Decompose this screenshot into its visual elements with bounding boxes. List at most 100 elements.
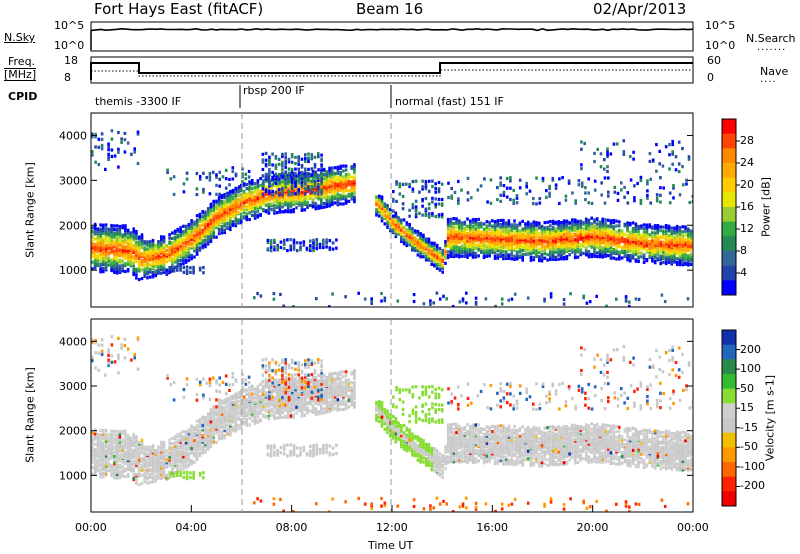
power-cell (616, 191, 620, 195)
power-cell (248, 198, 251, 202)
power-cell (93, 266, 97, 270)
power-cell (427, 257, 431, 261)
velocity-cell (146, 452, 149, 456)
power-cell (496, 244, 500, 248)
power-cell (662, 225, 665, 229)
power-cell (607, 231, 610, 235)
power-cell (535, 202, 538, 206)
power-cell (113, 231, 116, 235)
power-cell (482, 243, 486, 247)
power-cell (237, 194, 240, 198)
power-cell (532, 227, 536, 231)
power-cell (422, 302, 426, 306)
power-cell (217, 213, 221, 217)
power-cell (466, 255, 469, 259)
power-cell (209, 208, 213, 212)
power-cell (659, 262, 662, 266)
power-cell (270, 186, 273, 190)
velocity-cell (146, 447, 149, 451)
power-cell (240, 214, 243, 218)
power-cell (513, 254, 516, 258)
power-cell (582, 239, 585, 243)
power-cell (689, 234, 693, 238)
power-cell (502, 184, 506, 188)
power-cell (499, 193, 502, 197)
power-cell (234, 201, 238, 205)
power-cell (380, 216, 384, 220)
power-cell (549, 231, 552, 235)
power-cell (595, 243, 599, 247)
power-cell (521, 238, 524, 242)
power-cell (573, 243, 577, 247)
velocity-cell (96, 432, 100, 436)
power-cell (268, 191, 271, 195)
power-cell (110, 227, 113, 231)
power-cell (571, 232, 574, 236)
power-cell (526, 247, 530, 251)
power-cell (691, 194, 693, 198)
power-cell (226, 197, 229, 201)
power-cell (460, 246, 464, 250)
power-cell (253, 216, 257, 220)
velocity-cell (179, 458, 182, 463)
power-cell (612, 243, 616, 247)
power-cell (304, 167, 307, 171)
power-cell (673, 246, 676, 250)
power-cell (474, 300, 478, 304)
velocity-cell (193, 448, 196, 452)
power-cell (234, 172, 238, 176)
power-cell (639, 201, 643, 205)
power-cell (540, 259, 544, 263)
power-cell (310, 180, 314, 184)
power-cell (637, 259, 640, 263)
power-cell (370, 301, 373, 305)
velocity-cell (162, 475, 166, 479)
power-cell (513, 237, 516, 241)
velocity-cell (190, 441, 193, 445)
power-cell (132, 256, 135, 261)
power-cell (664, 235, 668, 239)
power-cell (502, 232, 505, 236)
power-cell (662, 246, 665, 250)
power-cell (315, 297, 318, 301)
power-cell (499, 248, 502, 252)
velocity-cell (187, 432, 191, 436)
power-cell (505, 186, 509, 190)
power-cell (146, 240, 149, 244)
power-cell (383, 222, 387, 226)
power-cell (132, 245, 135, 249)
y-tick-label: 1000 (59, 264, 87, 277)
power-cell (551, 221, 555, 225)
power-cell (135, 236, 138, 241)
power-cell (97, 162, 101, 167)
power-cell (452, 242, 456, 246)
power-cell (469, 230, 472, 234)
velocity-cell (121, 450, 124, 454)
power-cell (558, 201, 561, 206)
power-cell (267, 197, 271, 201)
power-cell (658, 149, 661, 153)
power-cell (307, 172, 310, 176)
power-cell (115, 236, 119, 241)
power-cell (286, 185, 290, 189)
power-cell (449, 230, 453, 234)
power-cell (157, 245, 160, 249)
power-cell (512, 201, 515, 205)
velocity-cell (102, 454, 105, 458)
power-cell (313, 172, 317, 176)
velocity-cell (99, 444, 102, 448)
power-cell (206, 226, 210, 230)
power-cell (653, 234, 657, 238)
power-cell (209, 202, 213, 206)
power-cell (91, 251, 94, 255)
power-cell (449, 250, 453, 254)
power-cell (397, 230, 400, 234)
power-cell (391, 216, 395, 220)
power-cell (663, 299, 667, 304)
velocity-cell (121, 469, 124, 473)
power-cell (126, 241, 130, 245)
power-cell (632, 150, 635, 154)
velocity-cell (160, 456, 163, 461)
power-cell (469, 245, 472, 249)
power-cell (474, 227, 478, 231)
